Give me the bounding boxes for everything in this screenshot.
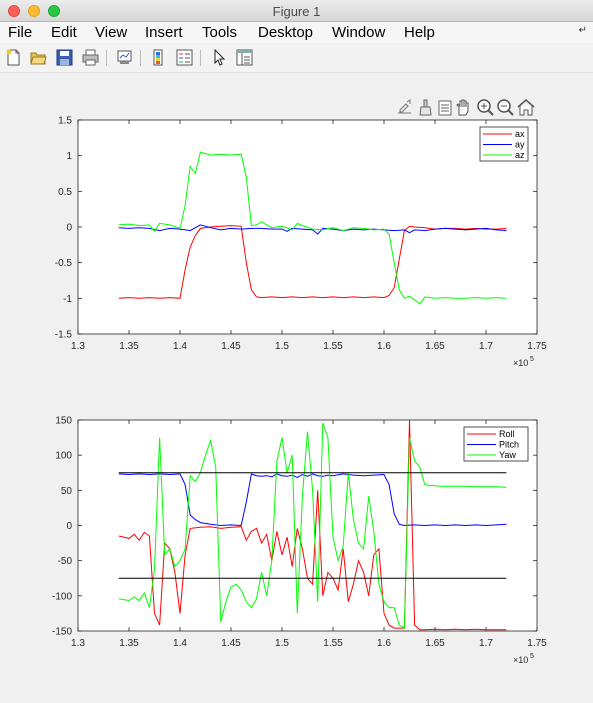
x-tick-label: 1.75 (527, 341, 547, 352)
x-tick-label: 1.55 (323, 341, 343, 352)
minimize-window-button[interactable] (28, 5, 40, 17)
series-line-az (118, 151, 507, 305)
y-tick-label: 100 (55, 451, 72, 462)
y-tick-label: 0 (66, 521, 72, 532)
y-tick-label: -1 (63, 294, 72, 305)
menu-window[interactable]: Window (332, 24, 386, 41)
legend-entry: Roll (499, 429, 515, 439)
x-tick-label: 1.45 (221, 638, 241, 649)
pan-icon[interactable] (454, 98, 472, 118)
close-window-button[interactable] (8, 5, 20, 17)
x-exponent-label: ×10 (513, 655, 528, 665)
y-tick-label: -0.5 (55, 258, 73, 269)
y-tick-label: -1.5 (55, 330, 73, 341)
x-exponent-power: 5 (530, 653, 534, 660)
data-tips-icon[interactable] (436, 98, 454, 118)
window-titlebar: Figure 1 (0, 0, 593, 22)
legend-entry: az (515, 150, 525, 160)
toolbar-separator (106, 50, 107, 66)
y-tick-label: 50 (61, 486, 73, 497)
zoom-in-icon[interactable] (476, 98, 494, 118)
x-exponent-label: ×10 (513, 358, 528, 368)
series-line-yaw (118, 422, 507, 629)
x-tick-label: 1.55 (323, 638, 343, 649)
series-line-roll (118, 420, 507, 631)
edit-plot-icon[interactable] (211, 49, 228, 66)
legend-entry: ax (515, 129, 525, 139)
series-line-pitch (118, 473, 507, 527)
save-icon[interactable] (56, 49, 73, 66)
x-tick-label: 1.6 (377, 638, 391, 649)
insert-colorbar-icon[interactable] (150, 49, 167, 66)
y-tick-label: 1.5 (58, 116, 72, 127)
x-tick-label: 1.5 (275, 341, 289, 352)
x-exponent-power: 5 (530, 356, 534, 363)
menu-insert[interactable]: Insert (145, 24, 183, 41)
x-tick-label: 1.3 (71, 638, 85, 649)
x-tick-label: 1.6 (377, 341, 391, 352)
y-tick-label: -100 (52, 591, 72, 602)
x-tick-label: 1.35 (119, 638, 139, 649)
x-tick-label: 1.35 (119, 341, 139, 352)
y-tick-label: 1 (66, 151, 72, 162)
x-tick-label: 1.75 (527, 638, 547, 649)
x-tick-label: 1.5 (275, 638, 289, 649)
menu-edit[interactable]: Edit (51, 24, 77, 41)
y-tick-label: 0 (66, 223, 72, 234)
x-tick-label: 1.65 (425, 638, 445, 649)
menu-bar: File Edit View Insert Tools Desktop Wind… (0, 22, 593, 43)
export-icon[interactable] (396, 98, 414, 118)
x-tick-label: 1.65 (425, 341, 445, 352)
y-tick-label: -50 (58, 556, 73, 567)
chart-1: 1.3 1.35 1.4 1.45 1.5 1.55 1.6 1.65 1.7 1.75 1.5 1 0… (55, 116, 547, 369)
toolbar-separator (140, 50, 141, 66)
window-title: Figure 1 (272, 4, 321, 19)
zoom-out-icon[interactable] (496, 98, 514, 118)
y-tick-label: 0.5 (58, 187, 72, 198)
print-icon[interactable] (82, 49, 99, 66)
chart-2: 1.3 1.35 1.4 1.45 1.5 1.55 1.6 1.65 1.7 1.75 150 10… (52, 416, 547, 666)
home-icon[interactable] (517, 98, 535, 118)
menu-view[interactable]: View (95, 24, 128, 41)
legend-entry: Yaw (499, 450, 516, 460)
menu-tools[interactable]: Tools (202, 24, 238, 41)
x-tick-label: 1.45 (221, 341, 241, 352)
legend-entry: Pitch (499, 440, 519, 450)
y-tick-label: -150 (52, 627, 72, 638)
zoom-window-button[interactable] (48, 5, 60, 17)
x-tick-label: 1.7 (479, 638, 493, 649)
y-tick-label: 150 (55, 416, 72, 427)
insert-legend-icon[interactable] (176, 49, 193, 66)
menu-file[interactable]: File (8, 24, 33, 41)
property-inspector-icon[interactable] (236, 49, 253, 66)
menu-desktop[interactable]: Desktop (258, 24, 314, 41)
x-tick-label: 1.7 (479, 341, 493, 352)
open-file-icon[interactable] (30, 49, 47, 66)
series-line-ax (118, 225, 507, 299)
menu-overflow-arrow-icon[interactable]: ↵ (578, 25, 587, 36)
x-tick-label: 1.4 (173, 638, 187, 649)
figure-toolbar (0, 44, 593, 73)
x-tick-label: 1.3 (71, 341, 85, 352)
new-figure-icon[interactable] (5, 49, 22, 66)
toolbar-separator (200, 50, 201, 66)
series-line-ay (118, 224, 507, 235)
x-tick-label: 1.4 (173, 341, 187, 352)
link-plot-icon[interactable] (116, 49, 133, 66)
menu-help[interactable]: Help (404, 24, 435, 41)
legend-entry: ay (515, 140, 525, 150)
brush-icon[interactable] (416, 98, 434, 118)
